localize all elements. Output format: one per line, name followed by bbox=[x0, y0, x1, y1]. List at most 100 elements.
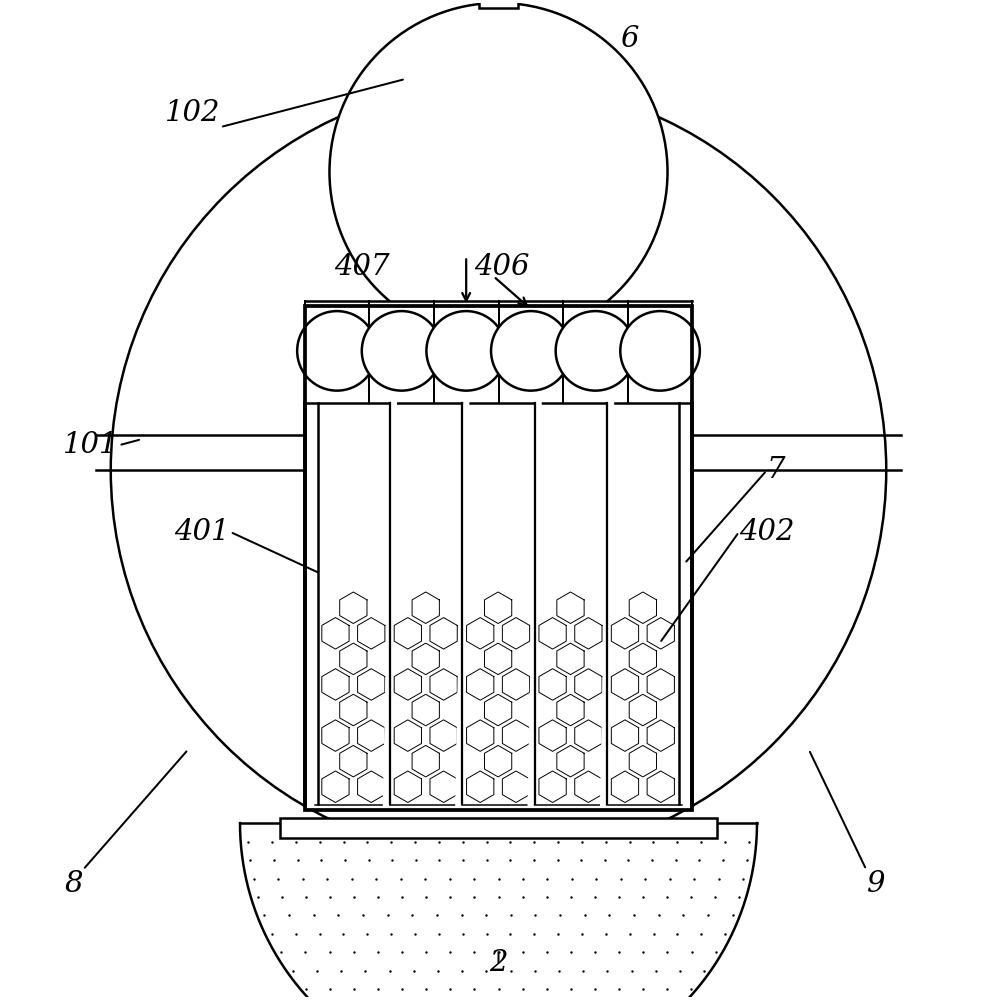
Point bbox=[250, 889, 266, 905]
Point bbox=[360, 834, 376, 850]
Point bbox=[406, 963, 422, 979]
Point bbox=[322, 981, 338, 997]
Point bbox=[312, 926, 328, 942]
Point bbox=[538, 889, 554, 905]
Text: 7: 7 bbox=[767, 456, 786, 484]
Point bbox=[675, 907, 691, 923]
Point bbox=[538, 944, 554, 960]
Text: 102: 102 bbox=[165, 99, 220, 127]
Point bbox=[739, 852, 755, 868]
Point bbox=[711, 871, 727, 887]
Point bbox=[620, 852, 636, 868]
Point bbox=[648, 963, 664, 979]
Point bbox=[659, 889, 675, 905]
Point bbox=[659, 944, 675, 960]
Point bbox=[693, 834, 709, 850]
Point bbox=[357, 963, 373, 979]
Point bbox=[635, 889, 651, 905]
Point bbox=[717, 834, 733, 850]
Polygon shape bbox=[240, 823, 757, 1000]
Point bbox=[539, 871, 555, 887]
Point bbox=[672, 963, 688, 979]
Point bbox=[684, 944, 700, 960]
Point bbox=[240, 834, 256, 850]
Point bbox=[491, 871, 506, 887]
Point bbox=[298, 889, 314, 905]
Point bbox=[613, 871, 629, 887]
Bar bbox=[305, 301, 692, 403]
Point bbox=[731, 889, 747, 905]
Point bbox=[651, 907, 667, 923]
Point bbox=[419, 981, 435, 997]
Point bbox=[344, 871, 360, 887]
Point bbox=[621, 834, 637, 850]
Point bbox=[624, 963, 640, 979]
Point bbox=[288, 834, 304, 850]
Circle shape bbox=[555, 311, 635, 391]
Point bbox=[479, 834, 495, 850]
Point bbox=[563, 944, 579, 960]
Circle shape bbox=[111, 82, 886, 858]
Circle shape bbox=[329, 3, 668, 341]
Point bbox=[407, 834, 423, 850]
Point bbox=[538, 981, 554, 997]
Point bbox=[359, 926, 375, 942]
Point bbox=[297, 944, 313, 960]
Point bbox=[429, 907, 445, 923]
Point bbox=[417, 871, 433, 887]
Point bbox=[394, 944, 410, 960]
Point bbox=[645, 834, 661, 850]
Point bbox=[361, 852, 377, 868]
Text: 9: 9 bbox=[866, 870, 885, 898]
Point bbox=[577, 907, 593, 923]
Point bbox=[611, 944, 627, 960]
Point bbox=[245, 871, 261, 887]
Point bbox=[551, 963, 567, 979]
Point bbox=[289, 852, 305, 868]
Point bbox=[696, 963, 712, 979]
Point bbox=[355, 907, 371, 923]
Point bbox=[346, 889, 362, 905]
Point bbox=[467, 889, 483, 905]
Point bbox=[383, 926, 399, 942]
Point bbox=[502, 963, 518, 979]
Point bbox=[337, 852, 353, 868]
Point bbox=[330, 907, 346, 923]
Point bbox=[597, 852, 613, 868]
Point bbox=[294, 871, 310, 887]
Point bbox=[526, 852, 542, 868]
Point bbox=[336, 926, 352, 942]
Point bbox=[384, 852, 400, 868]
Point bbox=[573, 852, 589, 868]
Bar bbox=[305, 306, 692, 810]
Point bbox=[514, 981, 530, 997]
Point bbox=[707, 889, 723, 905]
Point bbox=[683, 981, 699, 997]
Point bbox=[431, 834, 447, 850]
Point bbox=[264, 926, 280, 942]
Point bbox=[552, 907, 568, 923]
Point bbox=[575, 963, 591, 979]
Text: 406: 406 bbox=[474, 253, 529, 281]
Point bbox=[514, 944, 530, 960]
Point bbox=[370, 889, 386, 905]
Point bbox=[502, 852, 518, 868]
Point bbox=[419, 889, 435, 905]
Point bbox=[443, 981, 459, 997]
Point bbox=[264, 834, 280, 850]
Point bbox=[336, 834, 352, 850]
Point bbox=[550, 834, 566, 850]
Point bbox=[669, 834, 685, 850]
Point bbox=[635, 944, 651, 960]
Text: 2: 2 bbox=[490, 949, 507, 977]
Point bbox=[319, 871, 335, 887]
Point bbox=[644, 852, 660, 868]
Point bbox=[432, 852, 448, 868]
Point bbox=[687, 871, 703, 887]
Text: 6: 6 bbox=[620, 25, 638, 53]
Circle shape bbox=[427, 311, 505, 391]
Point bbox=[683, 889, 699, 905]
Point bbox=[455, 926, 471, 942]
Point bbox=[611, 889, 627, 905]
Text: 407: 407 bbox=[334, 253, 389, 281]
